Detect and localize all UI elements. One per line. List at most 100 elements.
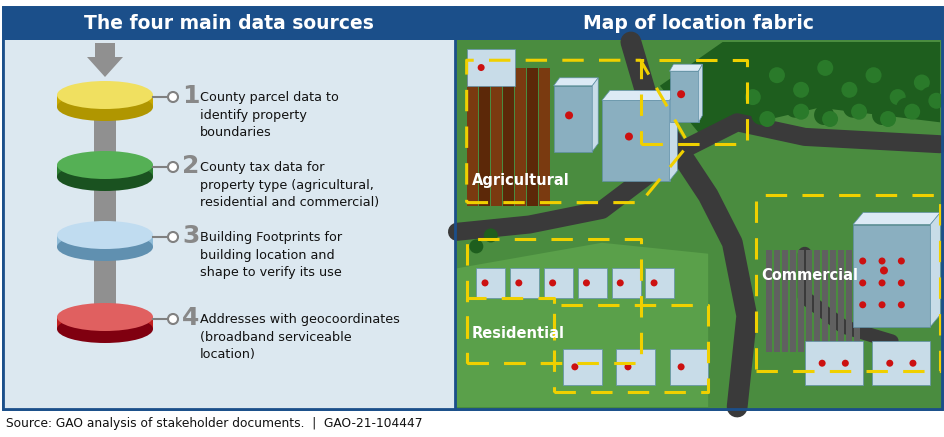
Polygon shape: [592, 78, 598, 152]
Bar: [538, 68, 549, 206]
Bar: [805, 250, 811, 352]
Text: Map of location fabric: Map of location fabric: [582, 14, 813, 33]
Circle shape: [792, 104, 808, 120]
Bar: [829, 250, 835, 352]
Circle shape: [878, 301, 885, 308]
Circle shape: [903, 104, 919, 120]
Bar: [814, 250, 819, 352]
Circle shape: [913, 74, 929, 90]
Circle shape: [624, 363, 631, 370]
Bar: [510, 268, 538, 298]
Circle shape: [477, 64, 484, 71]
Circle shape: [908, 360, 916, 367]
Polygon shape: [698, 64, 701, 122]
Circle shape: [927, 93, 943, 109]
Ellipse shape: [57, 303, 153, 331]
Polygon shape: [668, 71, 698, 122]
Circle shape: [649, 279, 657, 286]
Circle shape: [168, 162, 177, 172]
Circle shape: [677, 363, 683, 370]
Bar: [57, 165, 153, 177]
Circle shape: [514, 279, 522, 286]
Circle shape: [833, 76, 852, 96]
Bar: [514, 68, 525, 206]
Circle shape: [784, 98, 804, 118]
Bar: [3, 40, 454, 409]
Circle shape: [897, 279, 904, 286]
Polygon shape: [601, 101, 668, 181]
Bar: [466, 49, 514, 86]
Ellipse shape: [57, 151, 153, 179]
Circle shape: [168, 92, 177, 102]
Circle shape: [821, 111, 837, 127]
Bar: [57, 235, 153, 247]
Circle shape: [858, 257, 866, 264]
Bar: [611, 268, 640, 298]
Bar: [57, 317, 153, 329]
Circle shape: [483, 229, 497, 243]
Bar: [853, 250, 859, 352]
Circle shape: [879, 111, 895, 127]
Circle shape: [842, 98, 862, 118]
Text: 2: 2: [182, 154, 199, 178]
Text: Commercial: Commercial: [761, 268, 857, 283]
Circle shape: [888, 89, 904, 105]
Bar: [57, 95, 153, 107]
Circle shape: [897, 257, 904, 264]
Circle shape: [905, 69, 925, 89]
Circle shape: [840, 82, 856, 98]
Text: Source: GAO analysis of stakeholder documents.  |  GAO-21-104447: Source: GAO analysis of stakeholder docu…: [6, 416, 422, 430]
Circle shape: [624, 132, 632, 141]
Bar: [871, 341, 929, 385]
Bar: [615, 349, 654, 385]
Text: Addresses with geocoordinates
(broadband serviceable
location): Addresses with geocoordinates (broadband…: [200, 313, 399, 361]
Circle shape: [919, 87, 939, 107]
Circle shape: [878, 279, 885, 286]
Circle shape: [750, 105, 770, 125]
Circle shape: [871, 105, 891, 125]
Circle shape: [818, 360, 825, 367]
Circle shape: [813, 105, 834, 125]
Bar: [782, 250, 787, 352]
Polygon shape: [457, 243, 707, 407]
Text: County tax data for
property type (agricultural,
residential and commercial): County tax data for property type (agric…: [200, 161, 379, 209]
Polygon shape: [852, 212, 939, 225]
Circle shape: [856, 61, 877, 81]
Bar: [845, 250, 851, 352]
Bar: [668, 349, 707, 385]
Text: 1: 1: [182, 84, 199, 108]
Bar: [563, 349, 601, 385]
Ellipse shape: [57, 93, 153, 121]
Circle shape: [760, 61, 780, 81]
Circle shape: [548, 279, 556, 286]
Circle shape: [582, 279, 589, 286]
Bar: [526, 68, 537, 206]
Text: 4: 4: [182, 306, 199, 330]
Bar: [798, 250, 803, 352]
Circle shape: [881, 83, 901, 103]
Bar: [789, 250, 795, 352]
Bar: [93, 83, 116, 331]
Bar: [466, 68, 477, 206]
Polygon shape: [553, 78, 598, 86]
FancyBboxPatch shape: [3, 7, 941, 409]
Circle shape: [565, 111, 572, 119]
Bar: [773, 250, 780, 352]
Circle shape: [469, 239, 482, 253]
Circle shape: [758, 111, 774, 127]
Circle shape: [865, 67, 881, 83]
Circle shape: [808, 54, 829, 74]
Text: 3: 3: [182, 224, 199, 248]
Polygon shape: [659, 42, 939, 144]
Bar: [645, 268, 674, 298]
Circle shape: [618, 356, 632, 370]
Text: The four main data sources: The four main data sources: [84, 14, 374, 33]
Circle shape: [885, 360, 892, 367]
Circle shape: [895, 98, 916, 118]
Circle shape: [744, 89, 760, 105]
FancyArrow shape: [87, 43, 123, 77]
Bar: [502, 68, 514, 206]
Polygon shape: [668, 90, 677, 181]
Polygon shape: [852, 225, 929, 327]
Bar: [766, 250, 771, 352]
